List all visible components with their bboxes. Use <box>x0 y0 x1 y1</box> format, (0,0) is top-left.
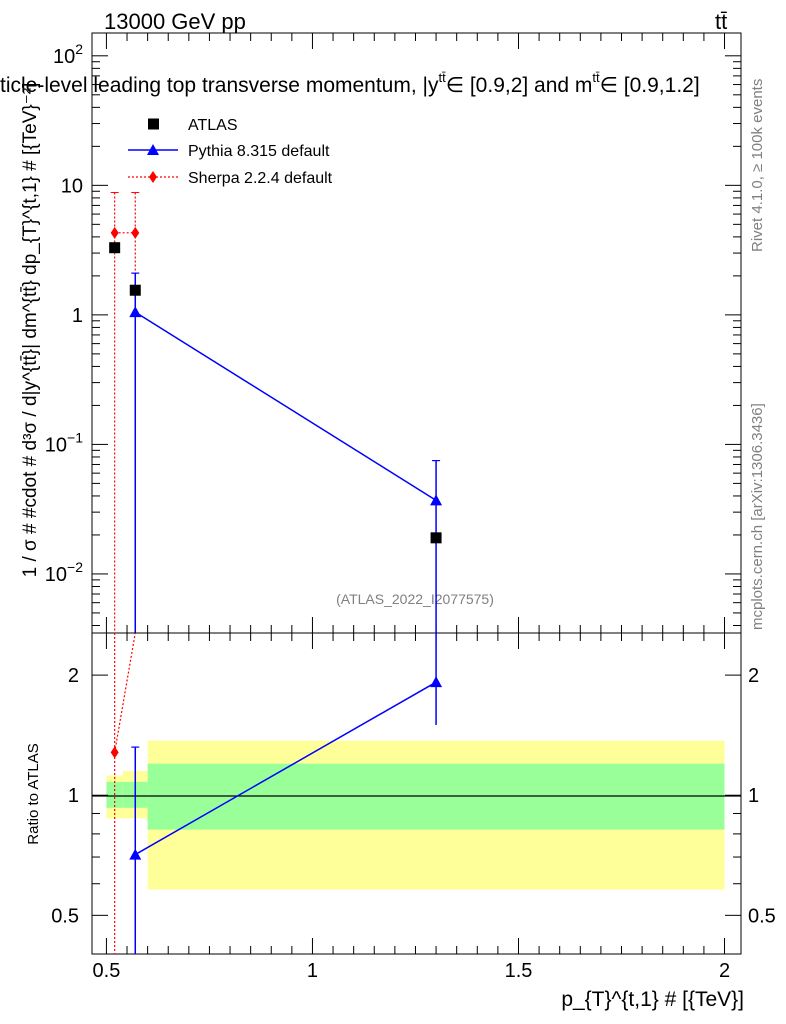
plot-title-sup2: tt̄ <box>592 70 600 85</box>
process-label: tt̄ <box>715 9 727 34</box>
atlas-point <box>129 284 141 296</box>
ratio-axis-ticks: 0.5 0.5 1 1 2 2 0.5 1 1.5 2 <box>51 633 776 982</box>
ratio-inner-band <box>147 763 725 830</box>
ratio-y-tick-label-right: 0.5 <box>748 905 776 927</box>
legend-sherpa-marker <box>149 171 157 183</box>
plot-title-sup1: tt̄ <box>438 70 446 85</box>
plot-title-part2: ∈ [0.9,2] and m <box>446 74 593 97</box>
ratio-y-tick-label: 2 <box>68 665 79 687</box>
plot-title-part1: ticle-level leading top transverse momen… <box>0 74 439 97</box>
main-y-tick-label: 1 <box>72 305 83 327</box>
pythia-point <box>430 494 443 506</box>
main-y-tick-label: 10−1 <box>45 429 83 456</box>
ratio-panel: 0.5 0.5 1 1 2 2 0.5 1 1.5 2 <box>51 632 776 982</box>
legend-label: Sherpa 2.2.4 default <box>188 170 333 187</box>
main-y-tick-label-base: 10 <box>53 46 75 68</box>
legend-pythia-marker <box>147 144 159 155</box>
mcplots-label: mcplots.cern.ch [arXiv:1306.3436] <box>749 403 766 630</box>
pythia-point <box>129 306 142 318</box>
x-tick-label: 1 <box>307 960 318 982</box>
main-y-tick-label-base: 10 <box>45 564 67 586</box>
sherpa-ratio-point <box>110 746 119 759</box>
pythia-line <box>134 311 437 501</box>
rivet-label: Rivet 4.1.0, ≥ 100k events <box>749 79 766 252</box>
main-y-tick-label-exp: −2 <box>67 559 83 575</box>
ratio-y-tick-label: 1 <box>68 785 79 807</box>
x-tick-label: 1.5 <box>505 960 533 982</box>
sherpa-ratio-line <box>114 632 136 753</box>
main-y-tick-label: 10−2 <box>45 559 83 586</box>
legend-label: Pythia 8.315 default <box>188 143 330 160</box>
ratio-y-axis-title: Ratio to ATLAS <box>25 743 42 844</box>
main-y-tick-label-base: 1 <box>72 305 83 327</box>
analysis-watermark: (ATLAS_2022_I2077575) <box>336 591 494 607</box>
energy-label: 13000 GeV pp <box>104 9 246 34</box>
sherpa-point <box>131 226 140 239</box>
pythia-ratio-point <box>129 848 142 860</box>
x-tick-label: 0.5 <box>93 960 121 982</box>
main-y-tick-label-exp: 2 <box>75 41 83 57</box>
svg-text:ticle-level leading top transv: ticle-level leading top transverse momen… <box>0 70 700 97</box>
legend-label: ATLAS <box>188 117 238 134</box>
main-y-tick-label: 10 <box>61 175 83 197</box>
legend-atlas-marker <box>148 118 159 130</box>
x-axis-title: p_{T}^{t,1} # [{TeV}] <box>561 988 744 1011</box>
ratio-frame <box>91 632 742 955</box>
plot-title-part3: ∈ [0.9,1.2] <box>600 74 700 97</box>
plot-title: ticle-level leading top transverse momen… <box>0 70 700 97</box>
main-y-tick-label-exp: −1 <box>67 429 83 445</box>
legend: ATLAS Pythia 8.315 default Sherpa 2.2.4 de… <box>128 117 333 187</box>
pythia-ratio-point <box>430 676 443 688</box>
main-y-axis-title: 1 / σ # #cdot # d³σ / d|y^{tt̄}| dm^{tt̄… <box>20 83 41 578</box>
atlas-point <box>430 532 442 544</box>
x-tick-label: 2 <box>719 960 730 982</box>
sherpa-point <box>110 226 119 239</box>
atlas-point <box>109 242 121 254</box>
main-y-tick-label-base: 10 <box>45 434 67 456</box>
main-data <box>109 192 443 633</box>
ratio-y-tick-label-right: 1 <box>748 785 759 807</box>
pythia-ratio-line <box>134 681 437 856</box>
ratio-y-tick-label-right: 2 <box>748 665 759 687</box>
ratio-data <box>110 632 443 954</box>
main-y-tick-label-base: 10 <box>61 175 83 197</box>
main-y-tick-label: 102 <box>53 41 83 68</box>
ratio-y-tick-label: 0.5 <box>51 905 79 927</box>
ratio-uncertainty-bands <box>106 740 725 890</box>
